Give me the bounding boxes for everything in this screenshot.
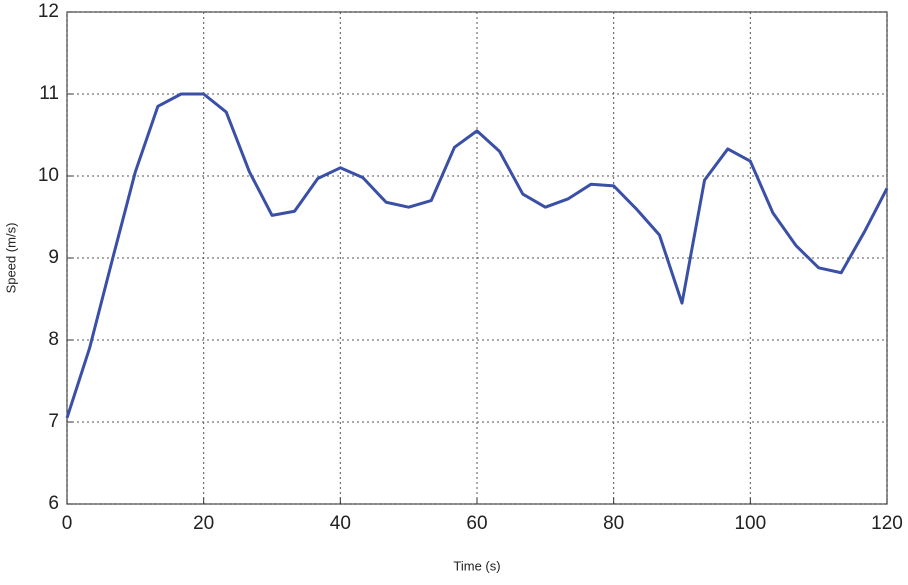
y-tick-label: 9 [48, 247, 59, 268]
data-line [65, 92, 889, 419]
x-axis-label: Time (s) [453, 558, 500, 573]
y-axis-label: Speed (m/s) [3, 223, 18, 294]
x-tick-label: 40 [330, 513, 351, 534]
x-tick-label: 80 [603, 513, 624, 534]
y-tick-label: 11 [39, 83, 59, 104]
y-tick-label: 7 [48, 411, 59, 432]
x-tick-label: 60 [466, 513, 487, 534]
y-tick-label: 8 [48, 329, 59, 350]
y-tick-label: 12 [38, 1, 59, 22]
x-tick-label: 100 [734, 513, 766, 534]
x-tick-label: 120 [871, 513, 903, 534]
y-tick-label: 10 [38, 165, 59, 186]
y-tick-label: 6 [48, 493, 59, 514]
x-tick-label: 0 [62, 513, 73, 534]
x-tick-label: 20 [193, 513, 214, 534]
